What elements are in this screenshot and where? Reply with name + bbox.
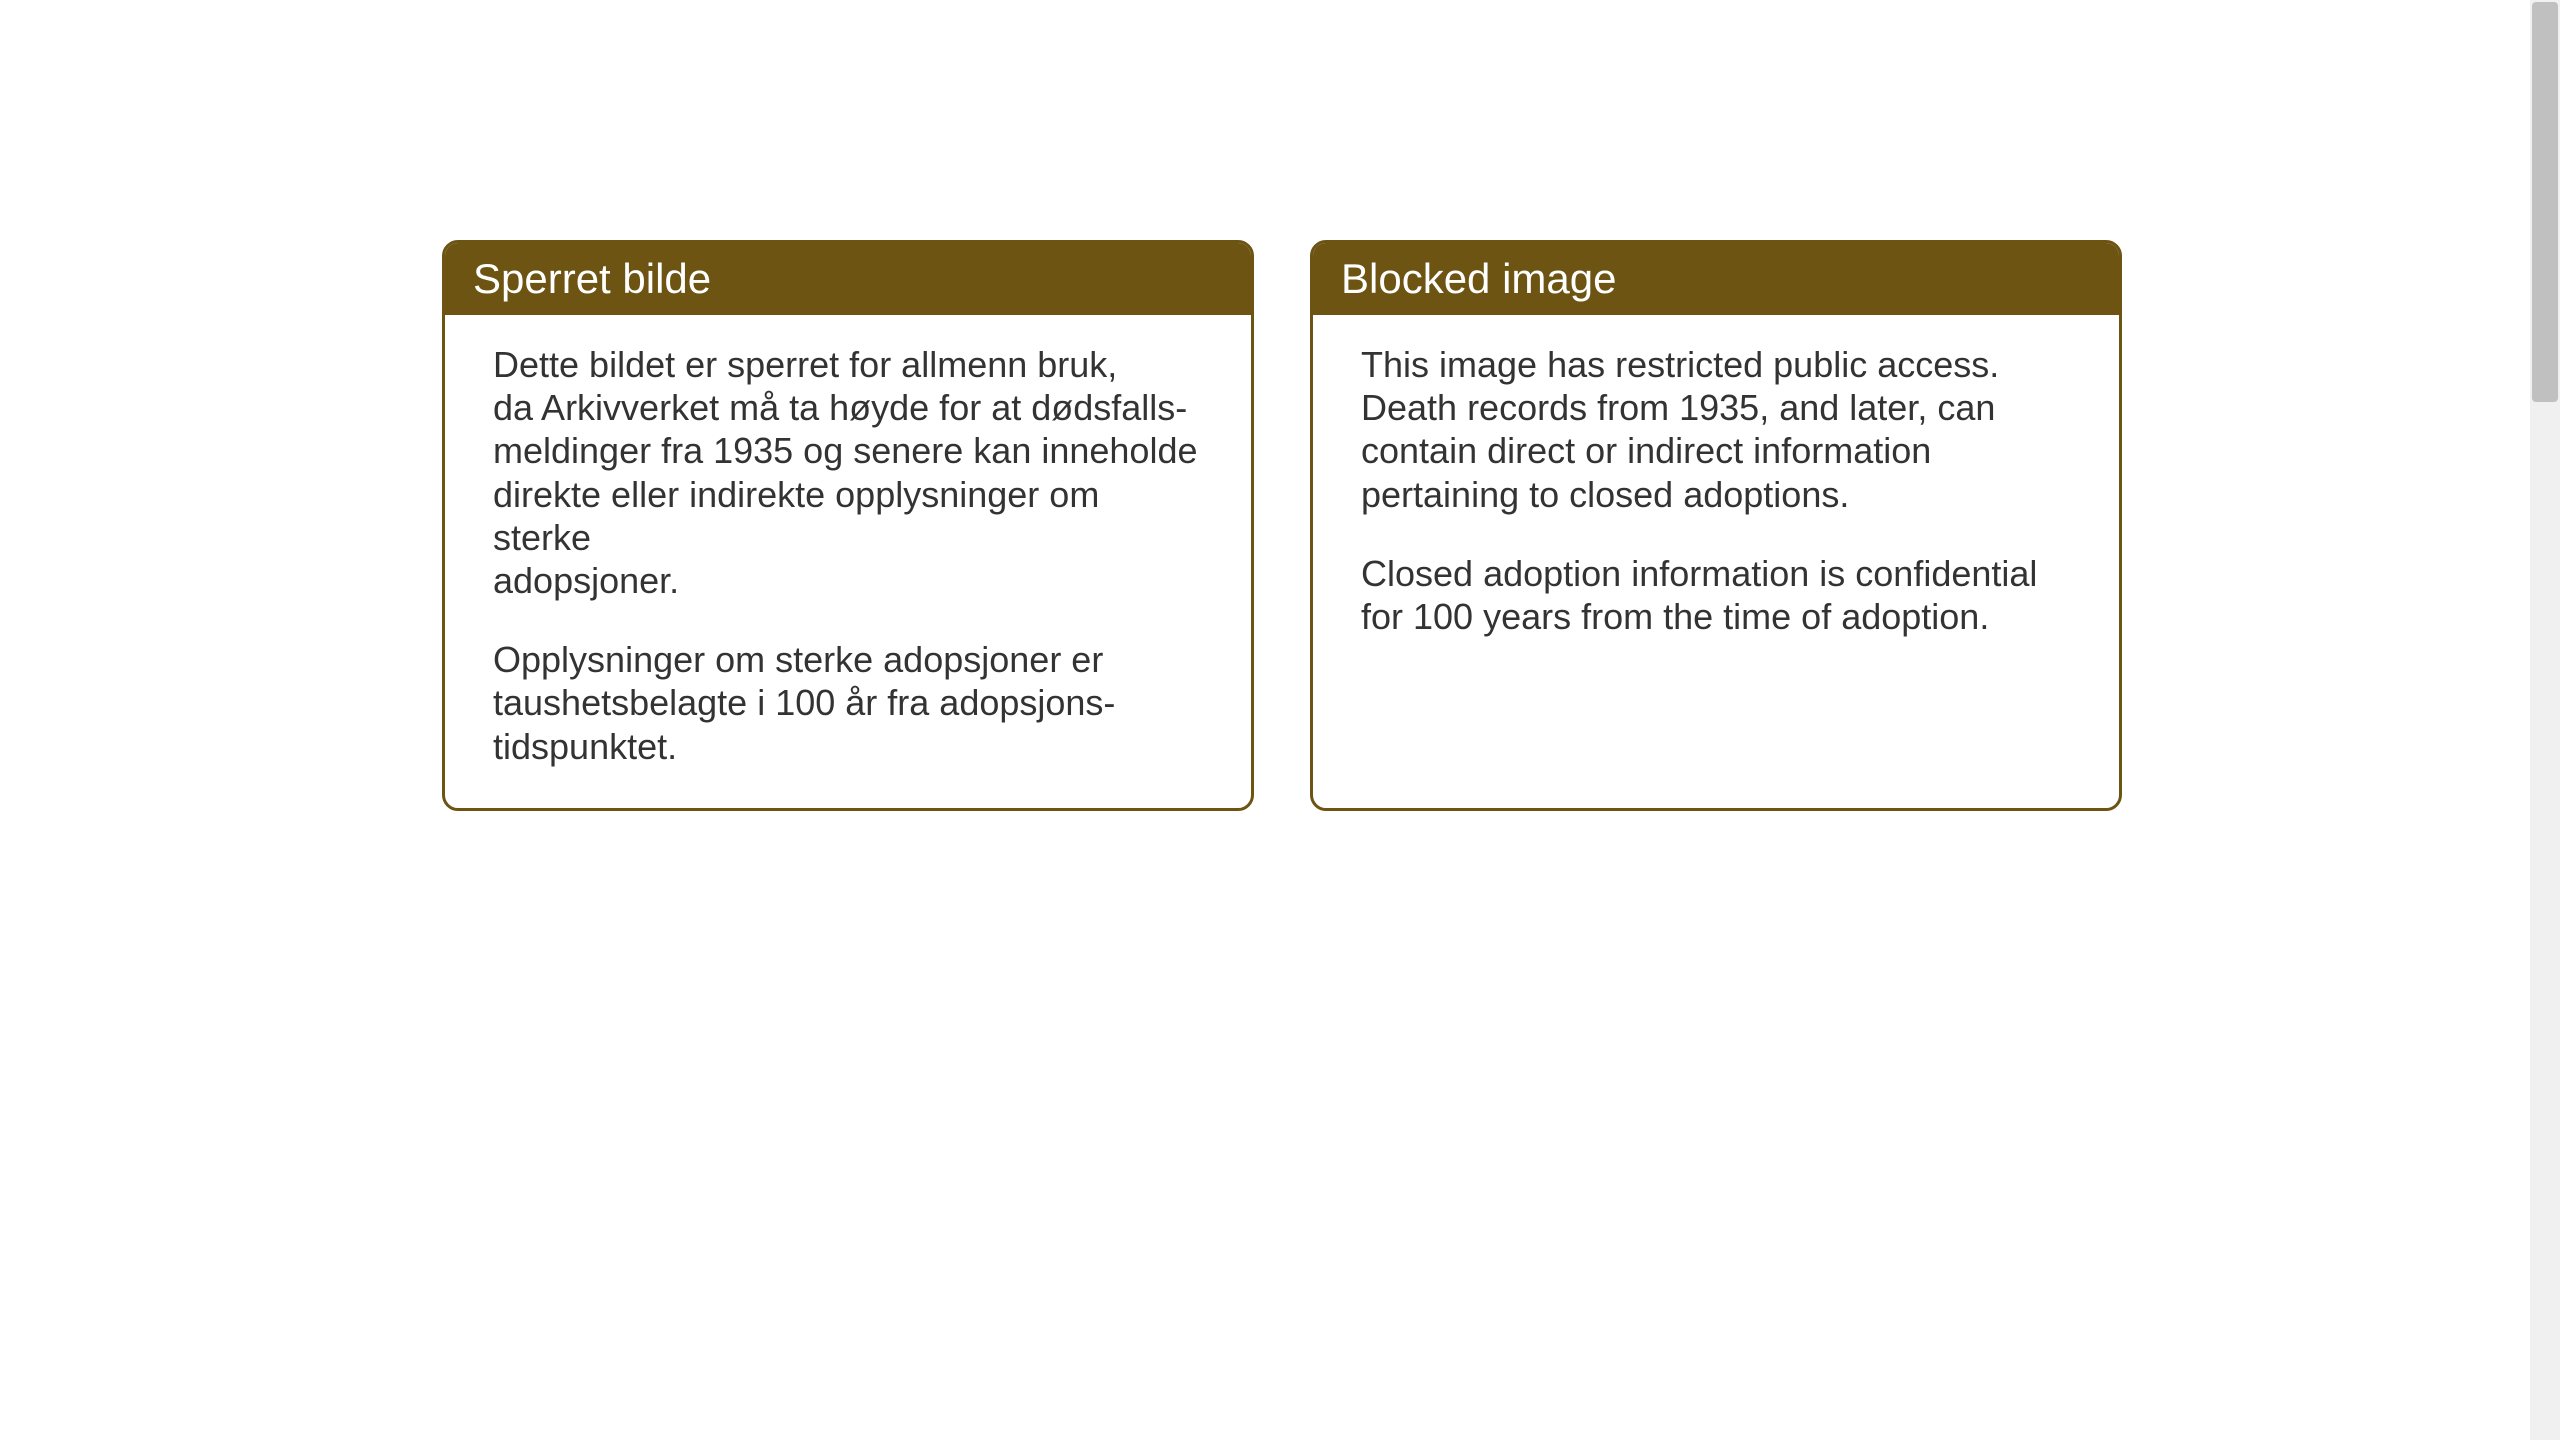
text-line: direkte eller indirekte opplysninger om … bbox=[493, 474, 1099, 558]
text-line: taushetsbelagte i 100 år fra adopsjons- bbox=[493, 682, 1115, 723]
text-line: This image has restricted public access. bbox=[1361, 344, 1999, 385]
norwegian-notice-card: Sperret bilde Dette bildet er sperret fo… bbox=[442, 240, 1254, 811]
english-notice-card: Blocked image This image has restricted … bbox=[1310, 240, 2122, 811]
text-line: Opplysninger om sterke adopsjoner er bbox=[493, 639, 1103, 680]
english-card-title: Blocked image bbox=[1313, 243, 2119, 315]
norwegian-paragraph-2: Opplysninger om sterke adopsjoner er tau… bbox=[493, 638, 1203, 768]
scrollbar-track[interactable] bbox=[2530, 0, 2560, 1440]
text-line: for 100 years from the time of adoption. bbox=[1361, 596, 1989, 637]
english-paragraph-2: Closed adoption information is confident… bbox=[1361, 552, 2071, 638]
text-line: Dette bildet er sperret for allmenn bruk… bbox=[493, 344, 1117, 385]
scrollbar-thumb[interactable] bbox=[2532, 2, 2558, 402]
text-line: contain direct or indirect information bbox=[1361, 430, 1931, 471]
text-line: tidspunktet. bbox=[493, 726, 677, 767]
text-line: Closed adoption information is confident… bbox=[1361, 553, 2037, 594]
notice-container: Sperret bilde Dette bildet er sperret fo… bbox=[442, 240, 2122, 811]
text-line: meldinger fra 1935 og senere kan innehol… bbox=[493, 430, 1198, 471]
text-line: Death records from 1935, and later, can bbox=[1361, 387, 1995, 428]
english-paragraph-1: This image has restricted public access.… bbox=[1361, 343, 2071, 516]
norwegian-card-body: Dette bildet er sperret for allmenn bruk… bbox=[445, 315, 1251, 808]
norwegian-card-title: Sperret bilde bbox=[445, 243, 1251, 315]
text-line: pertaining to closed adoptions. bbox=[1361, 474, 1849, 515]
text-line: adopsjoner. bbox=[493, 560, 679, 601]
norwegian-paragraph-1: Dette bildet er sperret for allmenn bruk… bbox=[493, 343, 1203, 602]
text-line: da Arkivverket må ta høyde for at dødsfa… bbox=[493, 387, 1187, 428]
english-card-body: This image has restricted public access.… bbox=[1313, 315, 2119, 678]
